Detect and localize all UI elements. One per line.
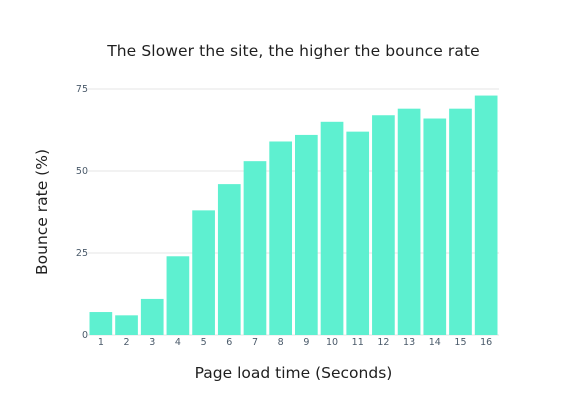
y-tick-label: 0 — [82, 330, 88, 341]
x-tick-label: 10 — [326, 337, 338, 348]
y-tick-label: 25 — [76, 248, 88, 259]
y-tick-label: 75 — [76, 84, 88, 95]
y-tick-label: 50 — [76, 166, 88, 177]
x-tick-label: 2 — [124, 337, 130, 348]
x-tick-label: 11 — [352, 337, 364, 348]
bar-15 — [449, 108, 472, 336]
bar-7 — [243, 161, 267, 335]
x-tick-label: 12 — [377, 337, 389, 348]
bar-5 — [192, 210, 215, 335]
x-tick-label: 13 — [403, 337, 415, 348]
bar-16 — [474, 95, 498, 335]
x-tick-label: 4 — [175, 337, 181, 348]
bars — [89, 95, 498, 336]
bar-12 — [372, 115, 395, 336]
bar-11 — [346, 131, 370, 335]
y-axis-label: Bounce rate (%) — [33, 149, 51, 275]
x-tick-label: 6 — [226, 337, 232, 348]
bar-10 — [320, 121, 344, 335]
bar-3 — [140, 298, 164, 335]
bar-1 — [89, 312, 113, 335]
x-tick-label: 16 — [480, 337, 492, 348]
bar-9 — [295, 134, 318, 335]
bar-14 — [423, 118, 447, 336]
x-tick-label: 15 — [454, 337, 466, 348]
x-tick-label: 1 — [98, 337, 104, 348]
x-tick-label: 7 — [252, 337, 258, 348]
bar-13 — [397, 108, 421, 336]
x-tick-label: 14 — [429, 337, 441, 348]
x-tick-label: 8 — [278, 337, 284, 348]
bar-6 — [217, 184, 241, 335]
bar-8 — [269, 141, 292, 335]
x-tick-label: 5 — [201, 337, 207, 348]
x-axis-ticks: 1 2 3 4 5 6 7 8 9 10 11 12 13 14 15 16 — [98, 337, 492, 348]
x-axis-label: Page load time (Seconds) — [194, 364, 393, 382]
x-tick-label: 9 — [303, 337, 309, 348]
chart-title: The Slower the site, the higher the boun… — [107, 42, 480, 60]
bar-4 — [166, 256, 190, 335]
bar-2 — [115, 315, 138, 335]
x-tick-label: 3 — [149, 337, 155, 348]
y-axis-ticks: 0 25 50 75 — [76, 84, 88, 341]
